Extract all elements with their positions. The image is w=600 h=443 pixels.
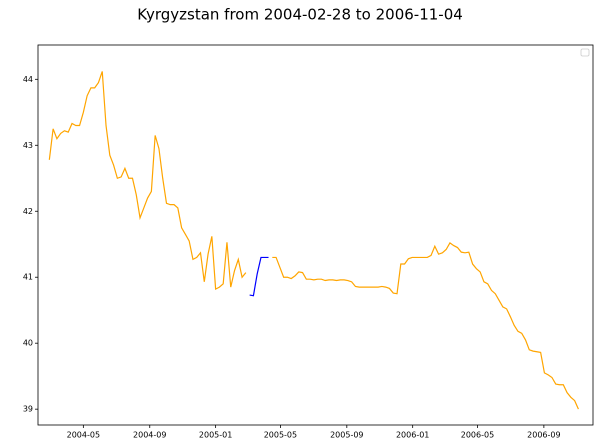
x-tick-label: 2004-05	[67, 431, 100, 440]
y-tick-label: 43	[23, 141, 33, 150]
plot-area	[37, 44, 594, 426]
x-tick-label: 2006-05	[461, 431, 494, 440]
y-tick-label: 41	[23, 273, 33, 282]
x-tick-label: 2004-09	[133, 431, 166, 440]
legend	[580, 48, 590, 57]
x-tick-label: 2006-01	[396, 431, 429, 440]
line-series	[272, 242, 579, 410]
x-tick-label: 2005-05	[264, 431, 297, 440]
line-series	[48, 71, 247, 291]
y-tick-label: 44	[23, 75, 33, 84]
y-tick-label: 39	[23, 405, 33, 414]
x-tick-label: 2005-09	[330, 431, 363, 440]
line-series	[249, 256, 269, 297]
chart-title: Kyrgyzstan from 2004-02-28 to 2006-11-04	[137, 6, 463, 24]
y-tick-label: 40	[23, 339, 33, 348]
x-tick-label: 2006-09	[527, 431, 560, 440]
x-tick-label: 2005-01	[199, 431, 232, 440]
y-tick-label: 42	[23, 207, 33, 216]
